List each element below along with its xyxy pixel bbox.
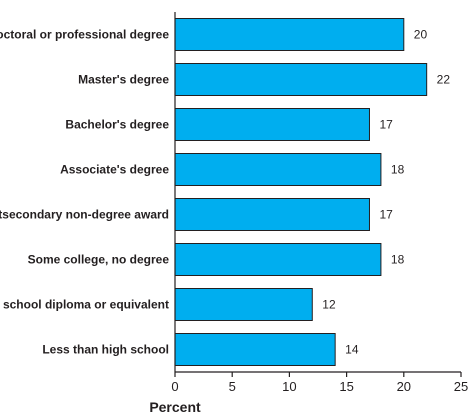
value-label: 17	[379, 208, 393, 222]
bar	[174, 288, 313, 321]
value-label: 18	[391, 163, 405, 177]
category-label: Associate's degree	[60, 163, 169, 177]
value-label: 20	[414, 28, 428, 42]
category-label: Less than high school	[42, 343, 169, 357]
category-label: Master's degree	[78, 73, 169, 87]
bars-group	[174, 18, 428, 366]
category-label: Doctoral or professional degree	[0, 28, 169, 42]
value-labels: 20 22 17 18 17 18 12 14	[322, 28, 450, 357]
category-label: Bachelor's degree	[65, 118, 169, 132]
value-label: 14	[345, 343, 359, 357]
x-axis-title: Percent	[149, 399, 201, 415]
category-label: Some college, no degree	[28, 253, 170, 267]
bar	[174, 63, 428, 96]
category-label: High school diploma or equivalent	[0, 298, 169, 312]
bar	[174, 243, 382, 276]
value-label: 18	[391, 253, 405, 267]
x-tick-label: 20	[397, 379, 411, 394]
bar	[174, 198, 370, 231]
value-label: 22	[437, 73, 451, 87]
value-label: 17	[379, 118, 393, 132]
x-tick-label: 0	[171, 379, 178, 394]
bar	[174, 153, 382, 186]
category-label: Postsecondary non-degree award	[0, 208, 169, 222]
bar	[174, 18, 405, 51]
value-label: 12	[322, 298, 336, 312]
x-tick-label: 25	[454, 379, 468, 394]
x-tick-label: 10	[282, 379, 296, 394]
x-axis-ticks: 0 5 10 15 20 25	[171, 372, 468, 394]
x-tick-label: 15	[339, 379, 353, 394]
x-tick-label: 5	[229, 379, 236, 394]
bar	[174, 333, 336, 366]
bar	[174, 108, 370, 141]
category-labels: Doctoral or professional degree Master's …	[0, 28, 169, 357]
